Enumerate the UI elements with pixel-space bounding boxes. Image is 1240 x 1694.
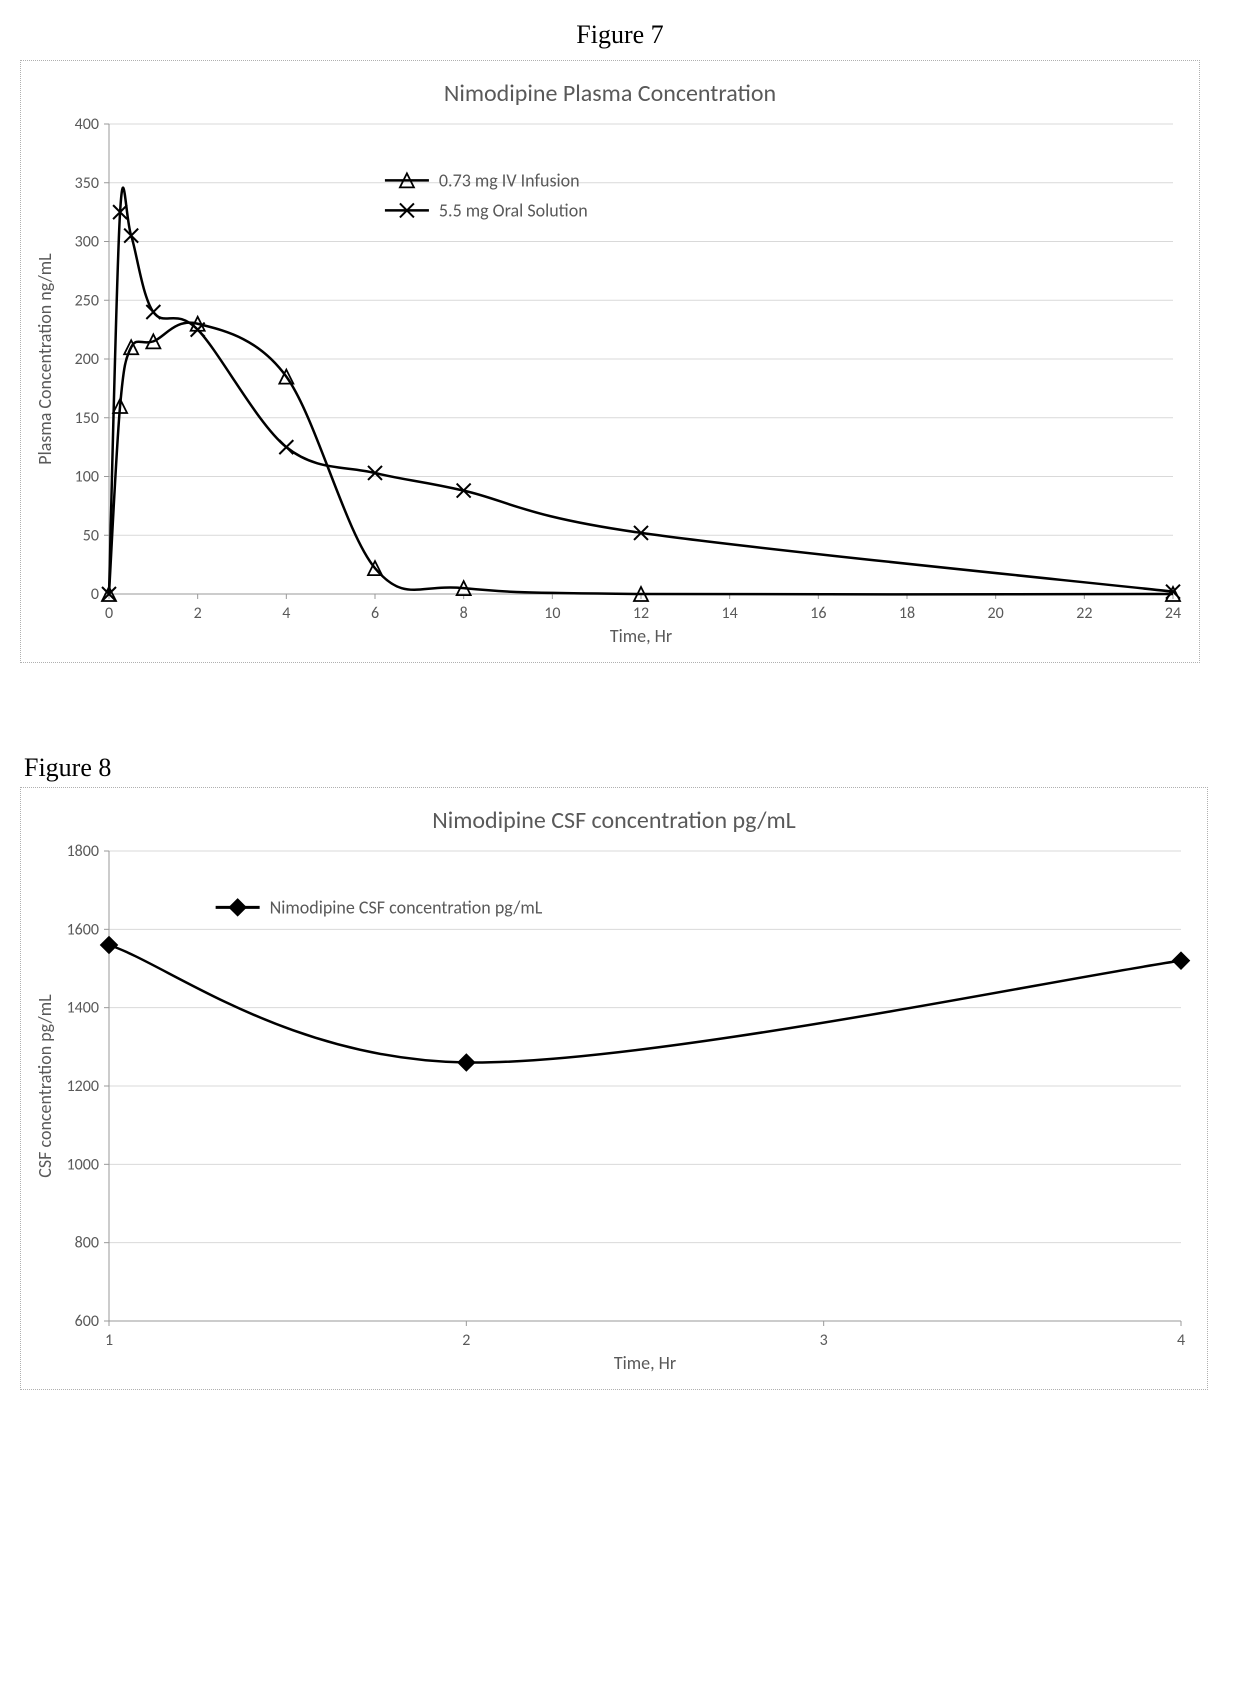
- svg-text:50: 50: [83, 526, 99, 545]
- svg-text:10: 10: [544, 604, 560, 623]
- svg-text:1: 1: [105, 1331, 113, 1350]
- svg-text:6: 6: [371, 604, 379, 623]
- svg-text:Nimodipine CSF concentration p: Nimodipine CSF concentration pg/mL: [270, 896, 543, 918]
- svg-text:4: 4: [282, 604, 290, 623]
- svg-text:8: 8: [460, 604, 468, 623]
- svg-text:18: 18: [899, 604, 915, 623]
- svg-text:200: 200: [75, 350, 99, 369]
- svg-text:24: 24: [1165, 604, 1181, 623]
- svg-text:CSF concentration pg/mL: CSF concentration pg/mL: [34, 994, 56, 1178]
- svg-text:800: 800: [75, 1234, 99, 1253]
- svg-text:12: 12: [633, 604, 649, 623]
- svg-text:20: 20: [988, 604, 1004, 623]
- svg-text:Time, Hr: Time, Hr: [614, 1352, 676, 1374]
- svg-text:100: 100: [75, 468, 99, 487]
- svg-text:400: 400: [75, 115, 99, 134]
- svg-text:2: 2: [194, 604, 202, 623]
- figure8-label: Figure 8: [24, 753, 1220, 783]
- svg-text:600: 600: [75, 1312, 99, 1331]
- figure7-chart-container: Nimodipine Plasma Concentration 05010015…: [20, 60, 1200, 663]
- svg-text:1400: 1400: [67, 999, 99, 1018]
- svg-text:Plasma Concentration ng/mL: Plasma Concentration ng/mL: [34, 253, 56, 465]
- figure8-chart-container: Nimodipine CSF concentration pg/mL 600 80…: [20, 787, 1208, 1390]
- svg-text:0.73 mg IV Infusion: 0.73 mg IV Infusion: [439, 169, 580, 191]
- svg-text:4: 4: [1177, 1331, 1185, 1350]
- svg-text:2: 2: [462, 1331, 470, 1350]
- svg-text:150: 150: [75, 409, 99, 428]
- svg-text:1800: 1800: [67, 842, 99, 861]
- svg-text:300: 300: [75, 233, 99, 252]
- svg-text:3: 3: [820, 1331, 828, 1350]
- svg-text:22: 22: [1076, 604, 1092, 623]
- svg-text:16: 16: [810, 604, 826, 623]
- figure7-chart: 0501001502002503003504000246810121416182…: [29, 114, 1193, 654]
- figure7-chart-title: Nimodipine Plasma Concentration: [29, 79, 1191, 108]
- svg-text:14: 14: [722, 604, 738, 623]
- figure7-label: Figure 7: [20, 20, 1220, 50]
- svg-text:350: 350: [75, 174, 99, 193]
- figure8-chart-title: Nimodipine CSF concentration pg/mL: [29, 806, 1199, 835]
- svg-text:0: 0: [105, 604, 113, 623]
- svg-text:5.5 mg Oral Solution: 5.5 mg Oral Solution: [439, 199, 588, 221]
- svg-text:Time, Hr: Time, Hr: [610, 625, 672, 647]
- figure8-chart: 600 800 1000 1200 1400 1600 1800 1 2 3 4 Time, Hr CS…: [29, 841, 1201, 1381]
- svg-text:1200: 1200: [67, 1077, 99, 1096]
- svg-text:0: 0: [91, 585, 99, 604]
- svg-text:1000: 1000: [67, 1155, 99, 1174]
- svg-text:1600: 1600: [67, 920, 99, 939]
- svg-text:250: 250: [75, 291, 99, 310]
